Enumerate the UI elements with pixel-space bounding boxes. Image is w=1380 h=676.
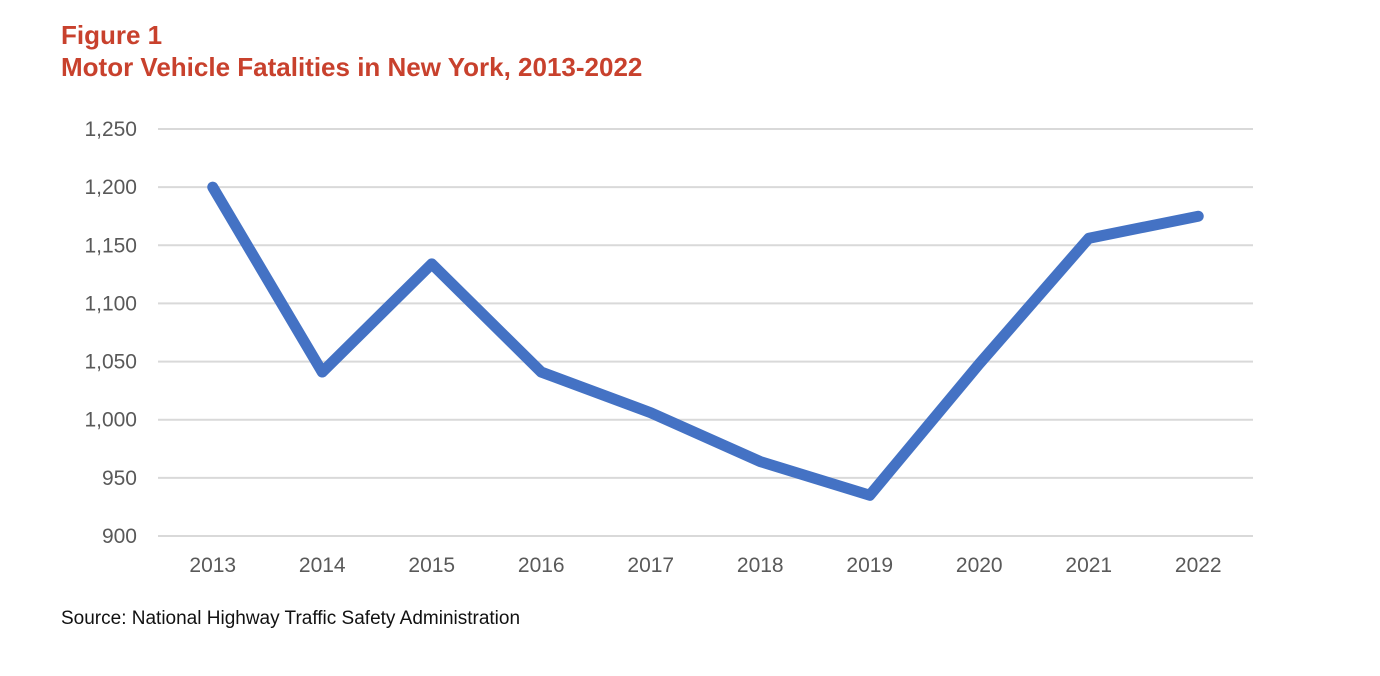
series-group [207, 181, 1204, 501]
y-tick-label: 1,200 [84, 176, 137, 199]
figure-label: Figure 1 [61, 20, 163, 50]
chart-title: Motor Vehicle Fatalities in New York, 20… [61, 52, 643, 82]
y-tick-label: 1,100 [84, 292, 137, 315]
series-line [207, 181, 1204, 501]
gridlines [158, 128, 1253, 537]
y-tick-label: 900 [102, 525, 137, 548]
x-tick-label: 2014 [299, 554, 346, 577]
x-tick-label: 2019 [846, 554, 893, 577]
y-tick-label: 1,050 [84, 351, 137, 374]
y-tick-label: 1,150 [84, 234, 137, 257]
x-tick-label: 2017 [627, 554, 674, 577]
figure-title-block: Figure 1 Motor Vehicle Fatalities in New… [61, 19, 642, 83]
x-tick-label: 2020 [956, 554, 1003, 577]
x-axis-ticks: 2013 2014 2015 2016 2017 2018 2019 2020 2021 2022 [189, 554, 1221, 577]
x-tick-label: 2022 [1175, 554, 1222, 577]
x-tick-label: 2016 [518, 554, 565, 577]
x-tick-label: 2015 [408, 554, 455, 577]
x-tick-label: 2018 [737, 554, 784, 577]
x-tick-label: 2021 [1065, 554, 1112, 577]
line-chart: 900 950 1,000 1,050 1,100 1,150 1,200 1,250 201… [84, 118, 1253, 577]
y-tick-label: 1,000 [84, 409, 137, 432]
x-tick-label: 2013 [189, 554, 236, 577]
y-tick-label: 1,250 [84, 118, 137, 141]
y-axis-ticks: 900 950 1,000 1,050 1,100 1,150 1,200 1,250 [84, 118, 137, 548]
source-note: Source: National Highway Traffic Safety … [61, 608, 521, 629]
y-tick-label: 950 [102, 467, 137, 490]
